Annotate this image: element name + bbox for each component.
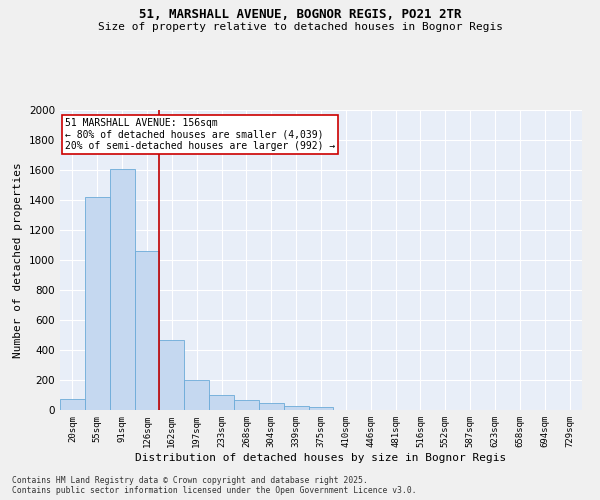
Bar	[234, 400, 259, 410]
Y-axis label: Number of detached properties: Number of detached properties	[13, 162, 23, 358]
Bar	[184, 380, 209, 410]
Text: Contains public sector information licensed under the Open Government Licence v3: Contains public sector information licen…	[12, 486, 416, 495]
Text: 51, MARSHALL AVENUE, BOGNOR REGIS, PO21 2TR: 51, MARSHALL AVENUE, BOGNOR REGIS, PO21 …	[139, 8, 461, 20]
Text: Contains HM Land Registry data © Crown copyright and database right 2025.: Contains HM Land Registry data © Crown c…	[12, 476, 368, 485]
Bar	[209, 395, 234, 410]
X-axis label: Distribution of detached houses by size in Bognor Regis: Distribution of detached houses by size …	[136, 452, 506, 462]
Text: Size of property relative to detached houses in Bognor Regis: Size of property relative to detached ho…	[97, 22, 503, 32]
Bar	[60, 399, 85, 410]
Bar	[134, 251, 160, 410]
Bar	[284, 406, 308, 410]
Bar	[259, 403, 284, 410]
Bar	[110, 168, 134, 410]
Text: 51 MARSHALL AVENUE: 156sqm
← 80% of detached houses are smaller (4,039)
20% of s: 51 MARSHALL AVENUE: 156sqm ← 80% of deta…	[65, 118, 335, 150]
Bar	[85, 197, 110, 410]
Bar	[308, 407, 334, 410]
Bar	[160, 340, 184, 410]
